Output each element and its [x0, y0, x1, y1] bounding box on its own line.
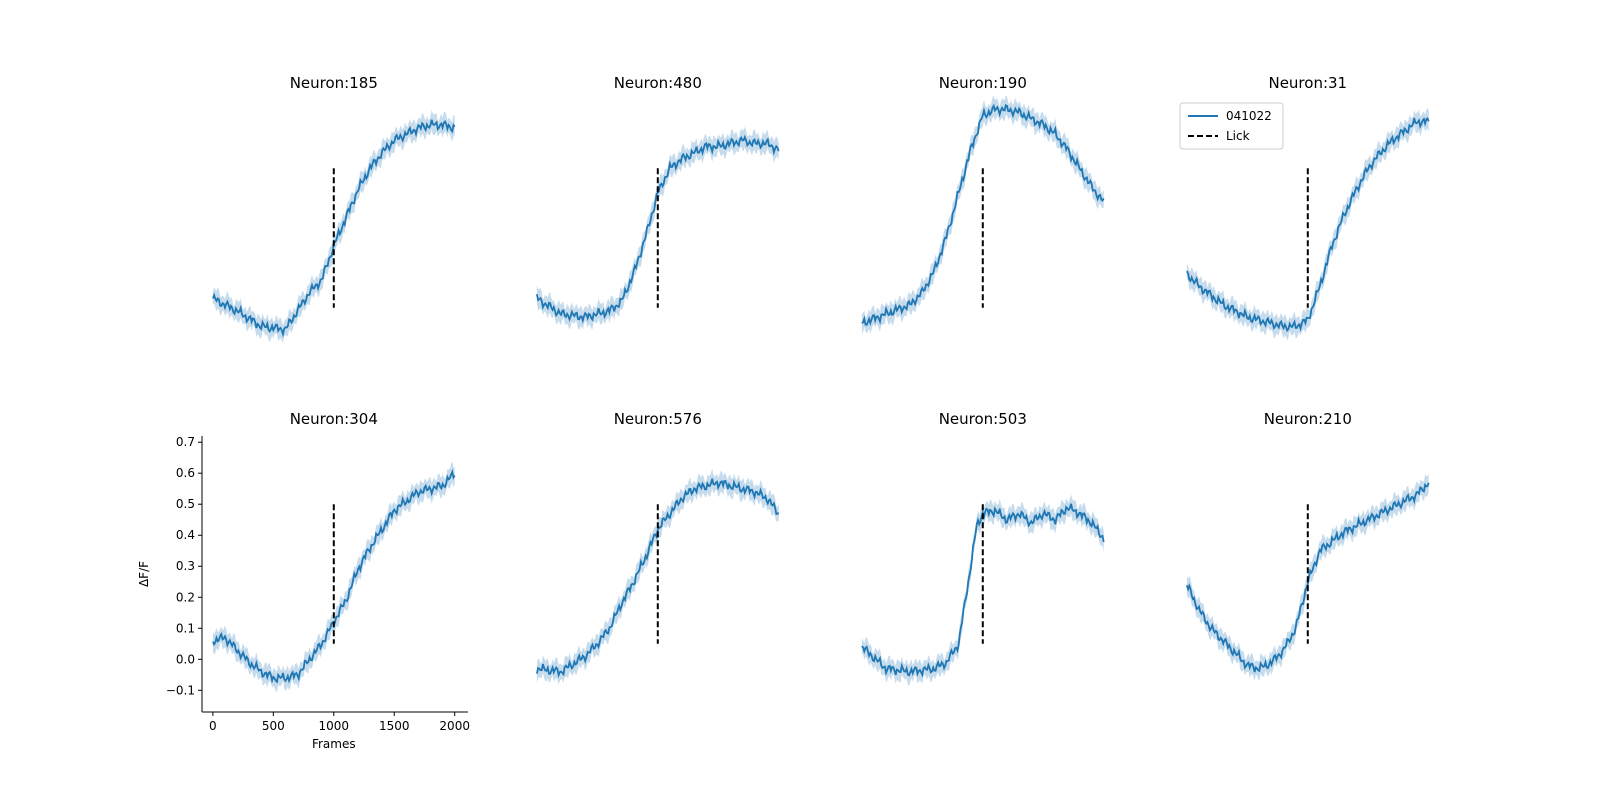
x-tick-label: 0: [209, 719, 217, 733]
series-line: [536, 478, 780, 679]
sem-band: [536, 468, 779, 685]
panel-4: Neuron:31: [1186, 74, 1430, 341]
panel-3: Neuron:190: [861, 74, 1105, 334]
legend-label-series: 041022: [1226, 109, 1272, 123]
panel-1: Neuron:185: [212, 74, 456, 343]
panel-6: Neuron:576: [536, 410, 780, 685]
panel-5: Neuron:304 −0.1 0.0 0.1 0.2 0.3 0.4 0.5 0.6 0.7 0 5…: [137, 410, 470, 751]
sem-band: [212, 109, 455, 343]
panel-title: Neuron:480: [614, 74, 702, 92]
legend-label-lick: Lick: [1226, 129, 1250, 143]
series-line: [861, 503, 1105, 678]
x-tick-label: 2000: [439, 719, 470, 733]
y-tick-label: 0.6: [176, 466, 195, 480]
panel-2: Neuron:480: [536, 74, 780, 330]
panel-title: Neuron:503: [939, 410, 1027, 428]
x-tick-label: 500: [262, 719, 285, 733]
panel-title: Neuron:210: [1264, 410, 1352, 428]
panel-title: Neuron:190: [939, 74, 1027, 92]
series-line: [1186, 482, 1430, 673]
y-tick-label: 0.4: [176, 528, 195, 542]
y-tick-label: 0.2: [176, 590, 195, 604]
y-tick-label: 0.1: [176, 621, 195, 635]
axes: −0.1 0.0 0.1 0.2 0.3 0.4 0.5 0.6 0.7 0 500 1000 1500…: [137, 435, 470, 751]
panel-title: Neuron:31: [1268, 74, 1347, 92]
x-tick-label: 1500: [379, 719, 410, 733]
y-tick-label: 0.7: [176, 435, 195, 449]
panel-title: Neuron:576: [614, 410, 702, 428]
y-axis-label: ΔF/F: [137, 561, 151, 587]
panels-group: Neuron:185 Neuron:480 Neuron:190 Neuron:31 N…: [137, 74, 1430, 751]
x-tick-label: 1000: [319, 719, 350, 733]
series-line: [861, 103, 1105, 327]
panel-title: Neuron:304: [290, 410, 378, 428]
y-tick-label: 0.5: [176, 497, 195, 511]
panel-title: Neuron:185: [290, 74, 378, 92]
y-tick-label: 0.0: [176, 652, 195, 666]
y-tick-label: 0.3: [176, 559, 195, 573]
panel-7: Neuron:503: [861, 410, 1105, 686]
sem-band: [536, 126, 779, 330]
series-line: [1186, 116, 1430, 333]
series-line: [536, 134, 780, 324]
x-axis-label: Frames: [312, 737, 356, 751]
panel-8: Neuron:210: [1186, 410, 1430, 681]
sem-band: [212, 461, 455, 693]
y-tick-label: −0.1: [166, 683, 195, 697]
legend-frame: [1179, 102, 1284, 150]
legend: 041022 Lick: [1179, 102, 1284, 150]
